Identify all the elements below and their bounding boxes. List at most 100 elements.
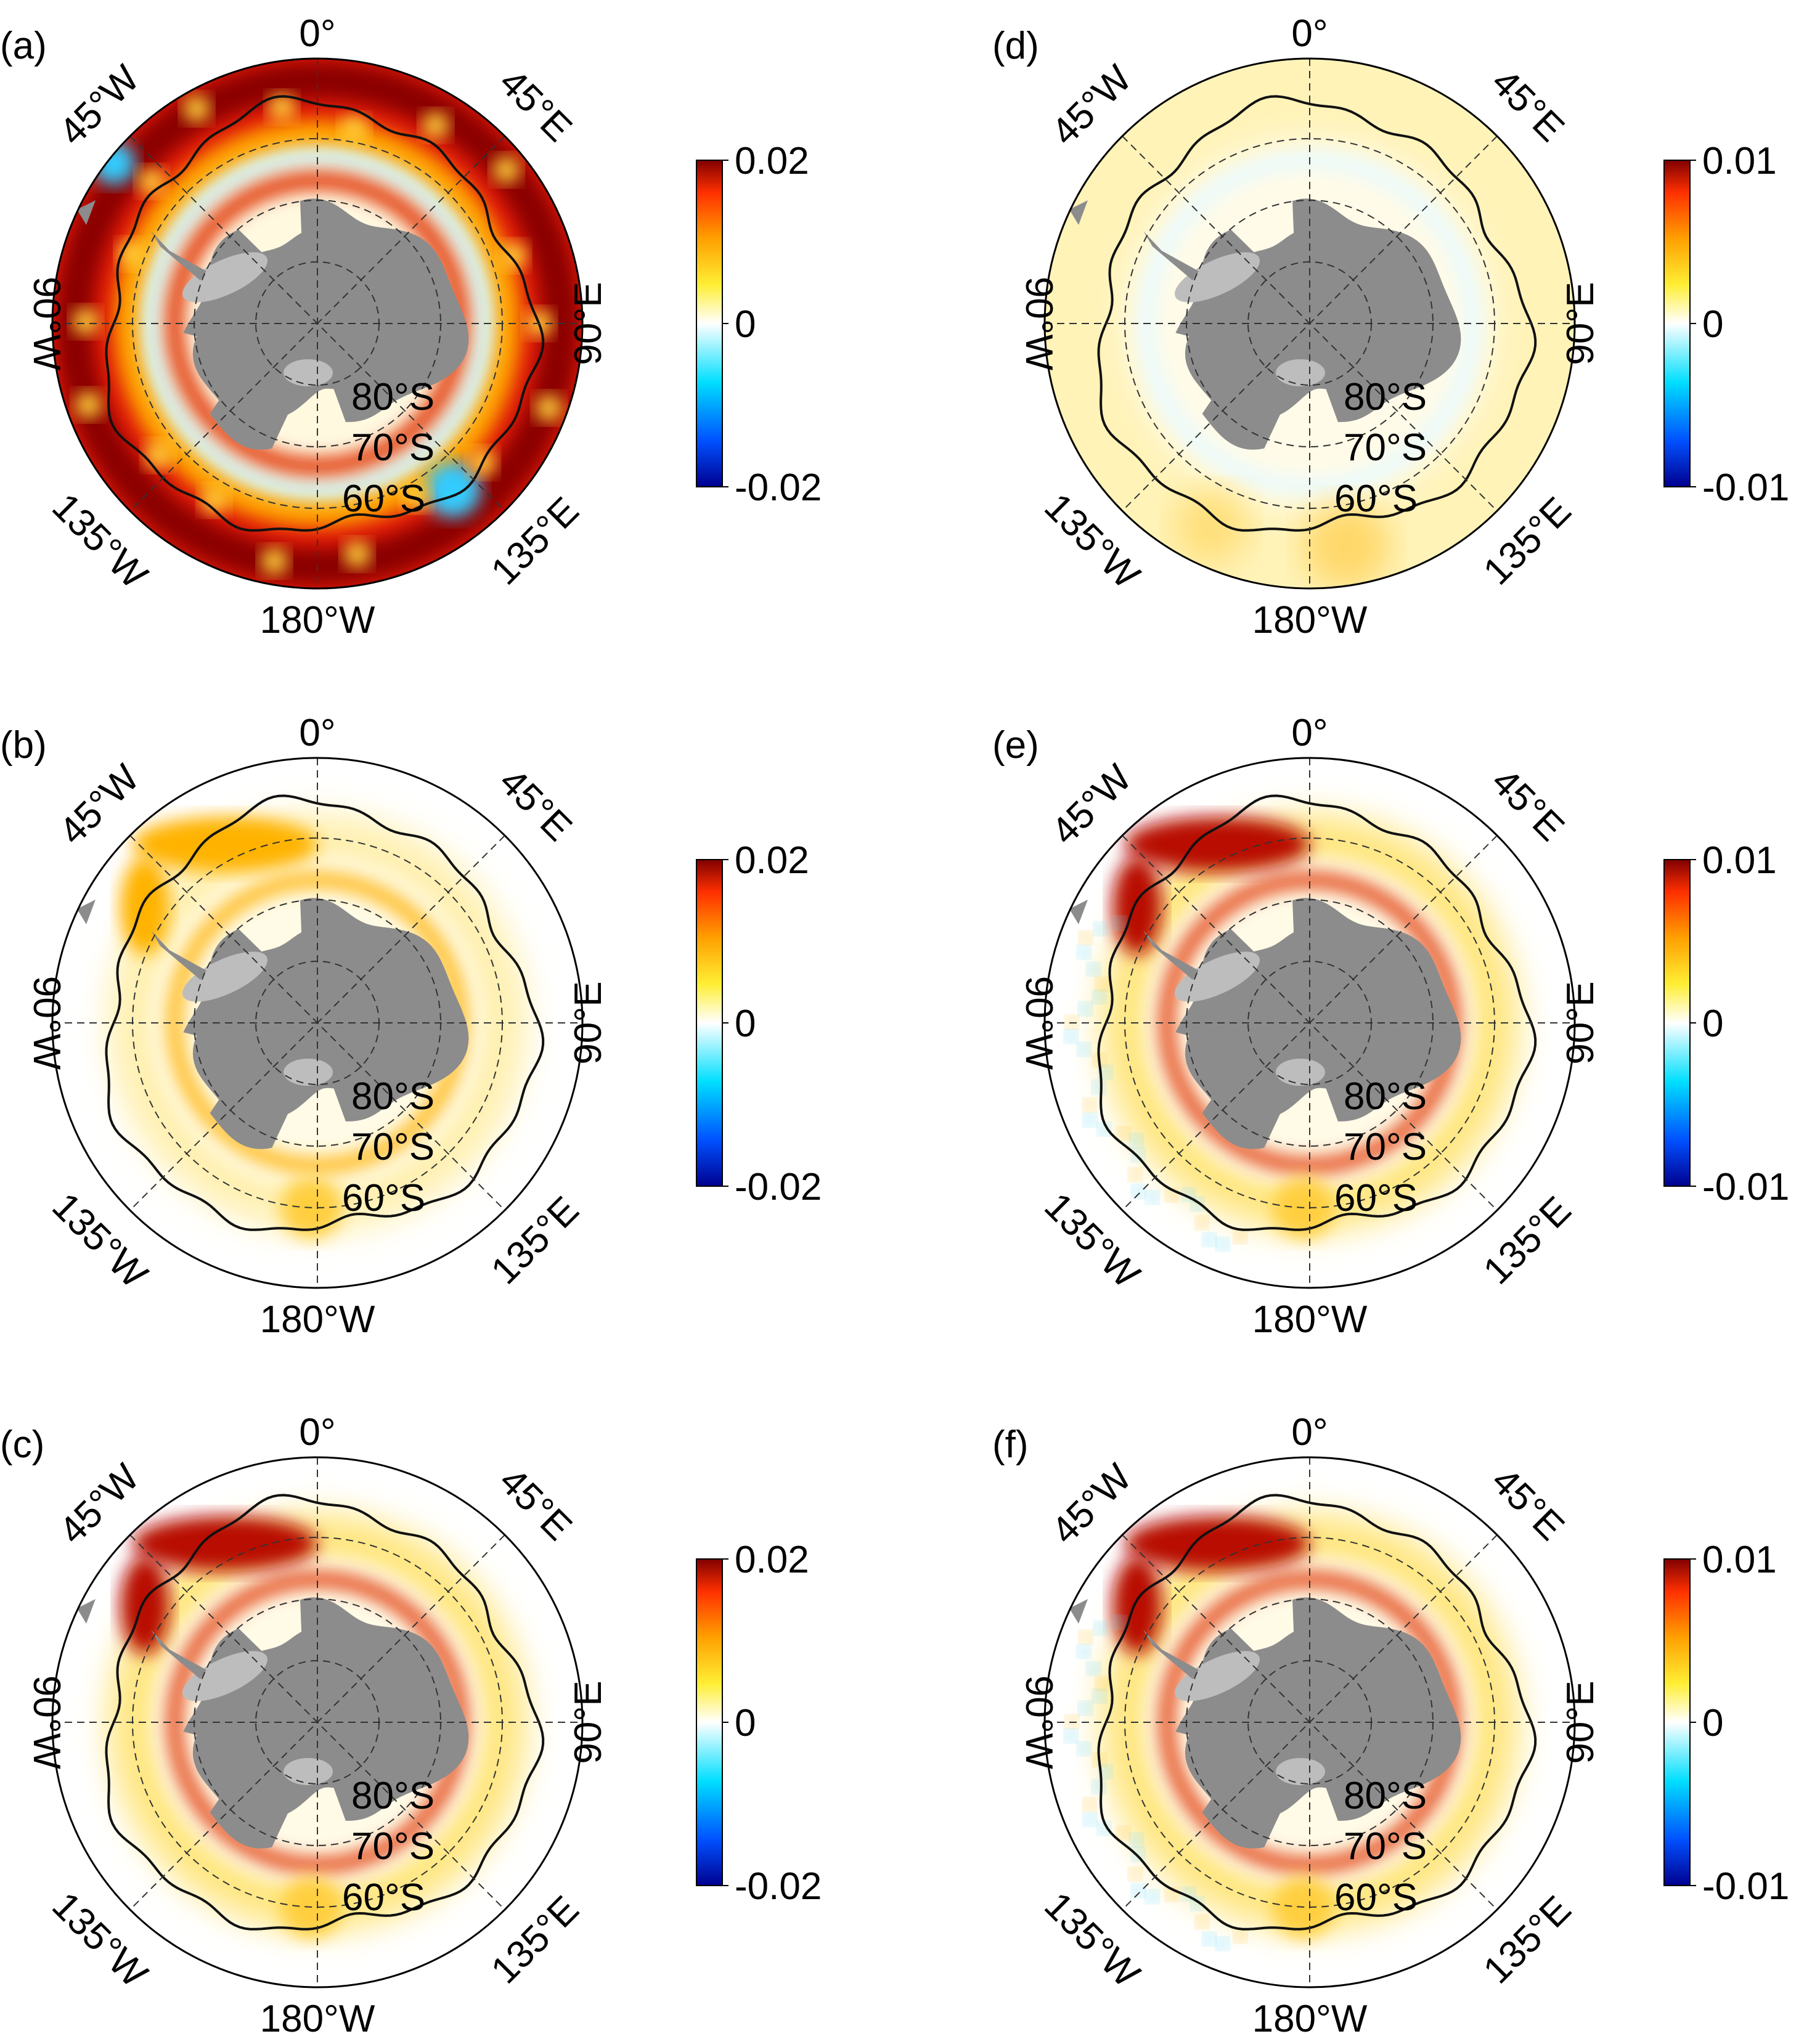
lon-label-0: 0° [1291, 1411, 1328, 1454]
lat-label-70s: 70°S [351, 426, 435, 469]
field-shade [343, 540, 371, 568]
field-shade [1166, 1889, 1178, 1900]
colorbar [696, 859, 723, 1187]
south-america-tip [77, 900, 96, 924]
ice-shelf-weddell [1175, 1651, 1260, 1701]
field-shade [1079, 1702, 1091, 1714]
colorbar-min-label: -0.01 [1702, 1865, 1789, 1908]
field-shade [402, 482, 430, 510]
ice-shelf-ross [1276, 1758, 1325, 1785]
meridian-line [1122, 1534, 1498, 1910]
antarctic-peninsula [1143, 1630, 1199, 1679]
meridian-line [129, 136, 505, 511]
field-shade [75, 391, 102, 419]
field-shade [1234, 1931, 1246, 1942]
field-shade [1203, 1234, 1215, 1245]
field-shade [1130, 1169, 1141, 1181]
field-shade [1146, 1192, 1158, 1203]
field-shade [1133, 1186, 1145, 1197]
ice-shelf-weddell [182, 252, 267, 303]
ice-shelf-weddell [1175, 252, 1260, 303]
meridian-line [1122, 835, 1498, 1211]
field-shade [1079, 1003, 1091, 1014]
field-shade [138, 168, 166, 195]
colorbar-max-label: 0.02 [735, 140, 809, 182]
map-frame [51, 757, 584, 1289]
field-shade [1087, 963, 1099, 975]
field-shade [535, 394, 563, 422]
panel-label: (a) [0, 25, 47, 67]
field-shade [1117, 1827, 1129, 1839]
front-contour [1097, 95, 1537, 532]
field-shade [1083, 1099, 1095, 1111]
field-shade [261, 547, 288, 575]
ice-shelf-ross [284, 359, 333, 386]
colorbar-max-label: 0.01 [1702, 1539, 1777, 1581]
lon-label-90e: 90°E [1559, 1680, 1602, 1764]
panel-b: (b) 0°180°W90°W 90°E45°E45°W135°E135°W80°S… [0, 712, 822, 1341]
lon-label-0: 0° [1291, 712, 1328, 754]
field-shade [1203, 1933, 1215, 1945]
field-shade [492, 156, 520, 184]
lat-label-80s: 80°S [1344, 1775, 1427, 1817]
panel-label: (b) [0, 724, 47, 767]
meridian-line [1122, 136, 1498, 511]
lat-label-60s: 60°S [342, 1177, 425, 1219]
panel-label: (c) [0, 1423, 44, 1466]
lat-label-70s: 70°S [1344, 1126, 1427, 1168]
field-shade [144, 441, 172, 469]
field-shade [1133, 1885, 1145, 1897]
front-contour [1097, 794, 1537, 1231]
ice-shelf-ross [1276, 359, 1325, 386]
panel-e: (e) 0°180°W90°W 90°E45°E45°W135°E135°W80°S… [992, 712, 1789, 1341]
field-shade [1125, 816, 1310, 872]
meridian-line [129, 835, 505, 1211]
field-shade [1217, 1938, 1228, 1950]
field-shade [268, 94, 296, 121]
panel-label: (e) [992, 724, 1039, 767]
field-shade [1065, 1030, 1077, 1042]
field-shade [1100, 1765, 1111, 1777]
field-shade [1217, 1239, 1228, 1250]
lat-label-60s: 60°S [342, 1876, 425, 1919]
colorbar [1663, 160, 1691, 487]
lon-label-0: 0° [299, 712, 335, 754]
meridian-line [129, 1534, 505, 1910]
field-shade [1130, 1135, 1142, 1147]
colorbar-min-label: -0.02 [735, 1166, 822, 1208]
lon-label-90e: 90°E [567, 981, 610, 1064]
panel-label: (f) [992, 1423, 1029, 1466]
field-shade [1114, 1617, 1125, 1629]
field-shade [1117, 1128, 1129, 1139]
colorbar-min-label: -0.02 [735, 1865, 822, 1908]
field-shade [72, 307, 100, 335]
lon-label-180w: 180°W [1252, 599, 1368, 641]
field-shade [1132, 1849, 1144, 1860]
field-shade [1078, 1646, 1090, 1658]
antarctic-peninsula [1143, 231, 1199, 280]
field-shade [1080, 1631, 1092, 1643]
colorbar-mid-label: 0 [735, 1003, 756, 1045]
lat-label-80s: 80°S [351, 376, 435, 418]
lat-label-60s: 60°S [342, 478, 425, 520]
field-shade [1174, 490, 1248, 564]
antarctic-peninsula [151, 231, 206, 280]
lat-label-80s: 80°S [351, 1075, 435, 1118]
lon-label-0: 0° [299, 1411, 335, 1454]
colorbar-max-label: 0.01 [1702, 140, 1777, 182]
field-shade [1100, 1066, 1111, 1078]
field-shade [1234, 1231, 1246, 1243]
lon-label-0: 0° [299, 12, 335, 55]
colorbar-max-label: 0.02 [735, 1539, 809, 1581]
field-shade [1093, 1081, 1104, 1093]
field-shade [1066, 1016, 1078, 1028]
field-shade [1196, 1916, 1208, 1928]
south-america-tip [77, 200, 96, 225]
lat-label-60s: 60°S [1334, 1876, 1418, 1919]
front-contour [105, 1494, 545, 1931]
field-shade [1146, 1891, 1158, 1903]
colorbar [696, 160, 723, 487]
colorbar-max-label: 0.02 [735, 839, 809, 882]
field-shade [1096, 979, 1108, 990]
